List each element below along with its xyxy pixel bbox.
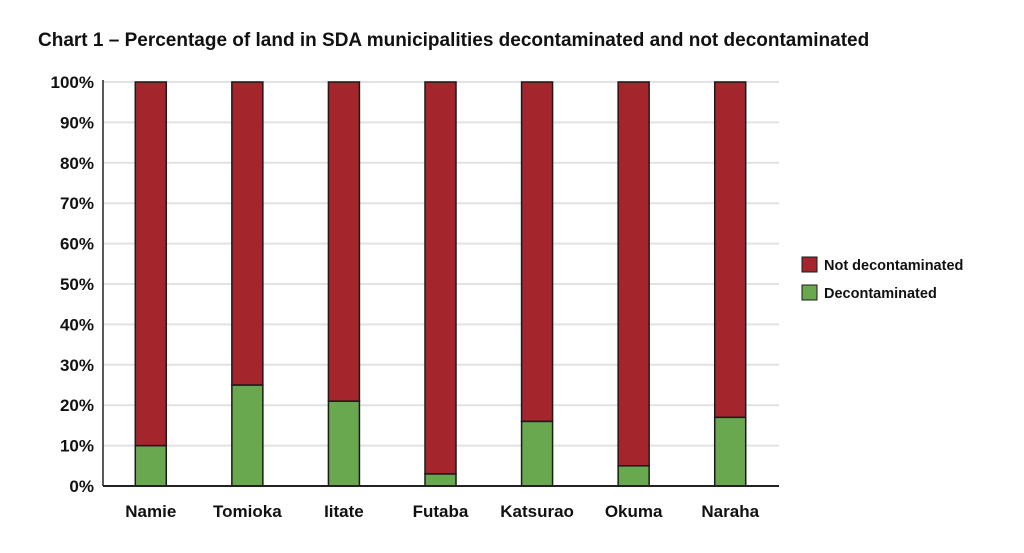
bar-not-decontaminated [520, 81, 554, 423]
y-tick-label: 20% [60, 396, 94, 415]
bar-decontaminated [231, 384, 264, 487]
bar-not-decontaminated [617, 81, 650, 467]
x-tick-label: Naraha [701, 502, 759, 521]
bar-decontaminated [424, 473, 457, 487]
bar-not-decontaminated [424, 81, 457, 475]
y-tick-label: 90% [60, 113, 94, 132]
y-tick-label: 40% [60, 315, 94, 334]
bar-decontaminated [327, 400, 361, 487]
legend-swatch [801, 256, 818, 273]
bar-not-decontaminated [713, 81, 747, 419]
bar-decontaminated [617, 465, 650, 487]
x-tick-label: Namie [125, 502, 176, 521]
y-tick-label: 60% [60, 235, 94, 254]
bar-not-decontaminated [231, 81, 264, 386]
bar-not-decontaminated [327, 81, 361, 402]
y-tick-label: 30% [60, 356, 94, 375]
x-tick-label: Okuma [605, 502, 663, 521]
x-tick-label: Futaba [413, 502, 469, 521]
legend-label: Not decontaminated [824, 258, 963, 274]
chart-title: Chart 1 – Percentage of land in SDA muni… [38, 30, 869, 51]
y-tick-label: 80% [60, 154, 94, 173]
y-tick-label: 100% [51, 73, 94, 92]
x-tick-label: Tomioka [213, 502, 282, 521]
bar-not-decontaminated [134, 81, 168, 447]
y-tick-label: 50% [60, 275, 94, 294]
bar-decontaminated [713, 416, 747, 487]
y-tick-label: 70% [60, 194, 94, 213]
y-tick-label: 0% [69, 477, 94, 496]
y-tick-label: 10% [60, 437, 94, 456]
bar-decontaminated [520, 420, 554, 487]
bar-decontaminated [134, 444, 168, 487]
legend-label: Decontaminated [824, 286, 937, 302]
x-tick-label: Iitate [324, 502, 364, 521]
x-tick-label: Katsurao [500, 502, 574, 521]
legend-swatch [801, 284, 818, 301]
